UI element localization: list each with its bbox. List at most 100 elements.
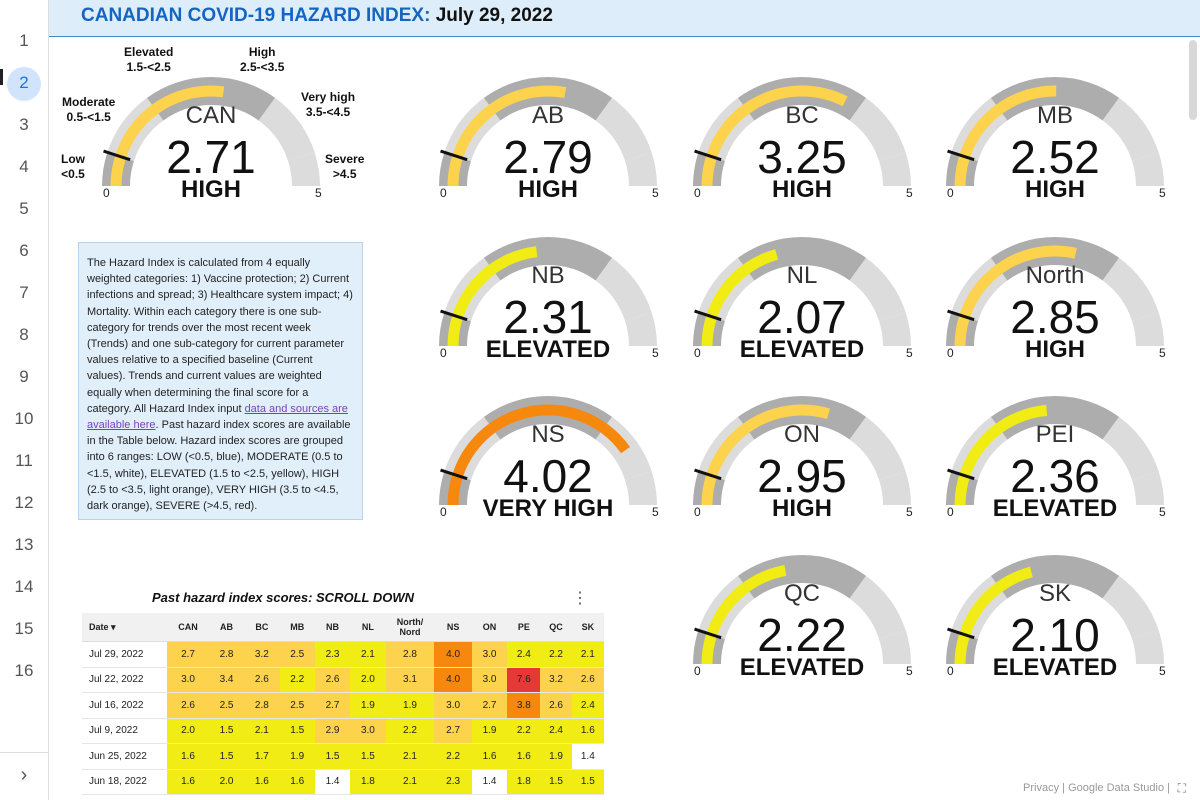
gauge-track-segment [595, 257, 652, 321]
page-15-button[interactable]: 15 [14, 619, 34, 638]
gauge-min-label: 0 [440, 505, 447, 519]
column-header[interactable]: PE [507, 613, 541, 642]
page-12-button[interactable]: 12 [14, 493, 34, 512]
gauge-value-bar [701, 404, 831, 506]
gauge-value-bar [954, 404, 1048, 506]
chevron-right-icon[interactable]: › [20, 764, 28, 786]
table-cell: 1.9 [385, 692, 435, 719]
table-cell: 2.8 [208, 641, 245, 668]
table-cell: 3.0 [350, 718, 386, 744]
gauge-target-marker [694, 149, 722, 162]
gauge-category: HIGH [772, 176, 832, 203]
scrollbar[interactable] [1189, 40, 1197, 120]
table-cell: 1.6 [471, 743, 508, 770]
page-8-button[interactable]: 8 [19, 325, 29, 344]
table-row[interactable]: Jul 22, 2022 3.0 3.4 2.6 2.2 2.6 2.0 3.1 4.0 3.0 7… [82, 667, 604, 693]
column-header[interactable]: BC [244, 613, 280, 642]
page-9-button[interactable]: 9 [19, 367, 29, 386]
gauge-max-label: 5 [1159, 664, 1166, 678]
column-header[interactable]: SK [571, 613, 604, 642]
table-cell: 1.9 [540, 743, 572, 770]
gauge-category: HIGH [181, 176, 241, 203]
gauge-track-segment [625, 152, 657, 186]
page-6-button[interactable]: 6 [19, 241, 29, 260]
title-main: CANADIAN COVID-19 HAZARD INDEX: [81, 5, 431, 26]
table-cell: 2.2 [507, 718, 541, 744]
gauge-track-segment [548, 237, 613, 281]
table-cell: 2.0 [167, 718, 209, 744]
page-14-button[interactable]: 14 [14, 577, 34, 596]
report-header: CANADIAN COVID-19 HAZARD INDEX: July 29,… [49, 0, 1200, 37]
table-cell: 2.7 [314, 692, 351, 719]
gauge-track-segment [879, 152, 911, 186]
table-cell: 2.6 [571, 667, 604, 693]
page-2-button[interactable]: 2 [19, 73, 29, 92]
page-5-button[interactable]: 5 [19, 199, 29, 218]
page-4-button[interactable]: 4 [19, 157, 29, 176]
gauge-max-label: 5 [1159, 186, 1166, 200]
column-header[interactable]: NB [314, 613, 351, 642]
fullscreen-icon[interactable]: ⛶ [1177, 781, 1186, 795]
gauge-track-segment [879, 630, 911, 664]
gauge-region-name: NB [531, 262, 565, 289]
gauge-arc [946, 396, 1164, 506]
privacy-link[interactable]: Privacy [1023, 782, 1060, 794]
gauge-target-marker [694, 627, 722, 640]
gauge-target-marker [947, 309, 975, 322]
gauge-track-segment [288, 152, 320, 186]
gauge-value-bar [701, 565, 787, 665]
table-cell: 1.6 [279, 769, 315, 795]
table-cell: 1.5 [350, 743, 386, 770]
table-row[interactable]: Jun 25, 2022 1.6 1.5 1.7 1.9 1.5 1.5 2.1 2.2 1.6 1… [82, 743, 604, 770]
table-cell: 1.9 [279, 743, 315, 770]
page-10-button[interactable]: 10 [14, 409, 34, 428]
column-header[interactable]: North/ Nord [385, 613, 435, 642]
table-cell: 2.7 [434, 718, 472, 744]
page-16-button[interactable]: 16 [14, 661, 34, 680]
table-cell: 2.0 [208, 769, 245, 795]
gauge-track-segment [1132, 630, 1164, 664]
table-row[interactable]: Jul 29, 2022 2.7 2.8 3.2 2.5 2.3 2.1 2.8 4.0 3.0 2… [82, 641, 604, 668]
column-header-date[interactable]: Date ▾ [82, 613, 168, 642]
gauge-category: ELEVATED [739, 336, 865, 363]
column-header[interactable]: CAN [167, 613, 209, 642]
column-header[interactable]: NS [434, 613, 472, 642]
gauge-value: 2.31 [503, 291, 593, 343]
table-row[interactable]: Jul 9, 2022 2.0 1.5 2.1 1.5 2.9 3.0 2.2 2.7 1.9 2.… [82, 718, 604, 744]
gauge-min-label: 0 [694, 664, 701, 678]
gauge-track-segment [625, 471, 657, 505]
gauge-north: North 2.85 HIGH 0 5 [935, 220, 1175, 380]
gauge-target-marker [440, 309, 468, 322]
table-row[interactable]: Jun 18, 2022 1.6 2.0 1.6 1.6 1.4 1.8 2.1 2.3 1.4 1… [82, 769, 604, 795]
gauge-target-marker [947, 627, 975, 640]
page-1-button[interactable]: 1 [19, 31, 29, 50]
page-13-button[interactable]: 13 [14, 535, 34, 554]
table-cell: 3.4 [208, 667, 245, 693]
data-studio-link[interactable]: Google Data Studio [1068, 782, 1165, 794]
gauge-min-label: 0 [694, 186, 701, 200]
page-3-button[interactable]: 3 [19, 115, 29, 134]
column-header[interactable]: ON [471, 613, 508, 642]
column-header[interactable]: MB [279, 613, 315, 642]
column-header[interactable]: NL [350, 613, 386, 642]
page-11-button[interactable]: 11 [15, 451, 33, 470]
gauge-min-label: 0 [947, 346, 954, 360]
page-7-button[interactable]: 7 [19, 283, 29, 302]
table-cell: 2.7 [167, 641, 209, 668]
gauge-bc: BC 3.25 HIGH 0 5 [682, 60, 922, 220]
more-vert-icon[interactable]: ⋮ [572, 590, 588, 607]
gauge-category: HIGH [1025, 336, 1085, 363]
scale-label-elevated: Elevated 1.5-<2.5 [124, 45, 174, 74]
sort-down-icon[interactable]: ▾ [108, 621, 116, 632]
table-cell: 1.5 [208, 743, 245, 770]
table-cell: 2.4 [540, 718, 572, 744]
column-header[interactable]: AB [208, 613, 245, 642]
table-row[interactable]: Jul 16, 2022 2.6 2.5 2.8 2.5 2.7 1.9 1.9 3.0 2.7 3… [82, 692, 604, 719]
column-header[interactable]: QC [540, 613, 572, 642]
gauge-target-marker [694, 468, 722, 481]
table-cell: 7.6 [507, 667, 541, 693]
data-sources-link[interactable]: data and sources are available here [87, 402, 348, 432]
table-cell: 1.5 [314, 743, 351, 770]
table-cell: 2.1 [385, 743, 435, 770]
table-cell-date: Jul 29, 2022 [82, 641, 168, 668]
